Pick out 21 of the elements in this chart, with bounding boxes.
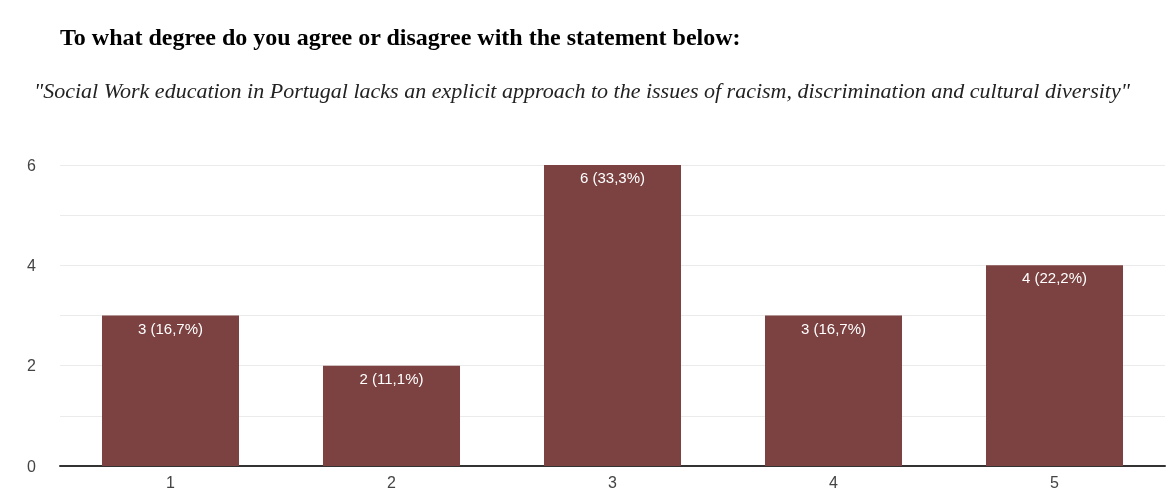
chart-title: To what degree do you agree or disagree with the statement below: bbox=[60, 24, 741, 51]
y-tick-label: 6 bbox=[27, 156, 37, 174]
data-label: 4 (22,2%) bbox=[1021, 269, 1088, 287]
bar bbox=[985, 265, 1124, 466]
bar bbox=[543, 165, 682, 466]
y-tick-label: 0 bbox=[27, 457, 37, 475]
x-tick-label: 3 bbox=[608, 473, 618, 491]
x-tick-label: 1 bbox=[166, 473, 176, 491]
x-tick-label: 4 bbox=[829, 473, 839, 491]
chart-subtitle: "Social Work education in Portugal lacks an explicit approach to the issues of racism, discrimination and cultural diversity" bbox=[34, 78, 1131, 104]
data-label: 6 (33,3%) bbox=[579, 169, 646, 186]
bar bbox=[322, 365, 461, 466]
data-label: 3 (16,7%) bbox=[800, 319, 867, 337]
data-label: 3 (16,7%) bbox=[137, 319, 204, 337]
x-tick-label: 5 bbox=[1050, 473, 1060, 491]
x-tick-label: 2 bbox=[387, 473, 397, 491]
data-label: 2 (11,1%) bbox=[359, 369, 424, 387]
bar bbox=[764, 315, 903, 466]
y-tick-label: 2 bbox=[27, 357, 37, 375]
bar bbox=[101, 315, 240, 466]
y-tick-label: 4 bbox=[27, 256, 37, 274]
